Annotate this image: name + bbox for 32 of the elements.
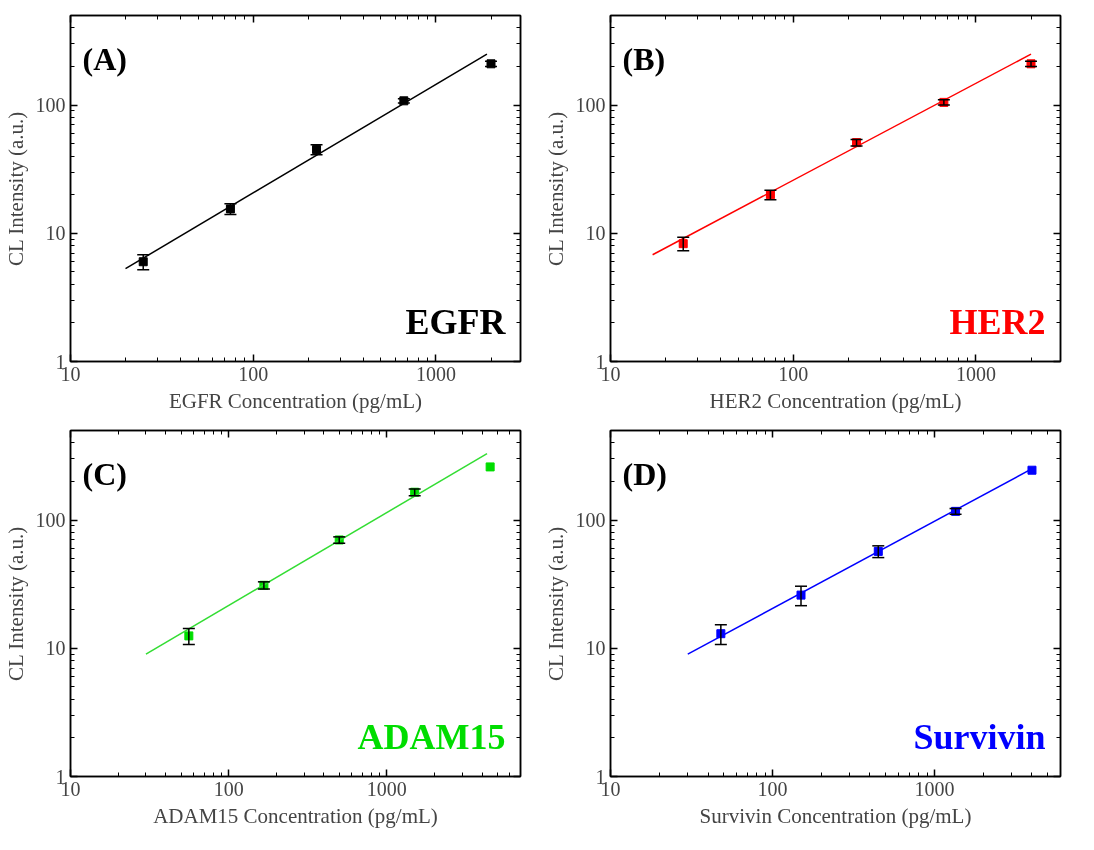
x-axis-title: ADAM15 Concentration (pg/mL) <box>153 803 438 828</box>
y-tick-label: 100 <box>35 94 66 117</box>
x-tick-label: 1000 <box>956 362 996 385</box>
annotation: ADAM15 <box>357 716 506 757</box>
y-tick-label: 10 <box>45 222 66 245</box>
annotation: (B) <box>622 40 666 77</box>
y-tick-label: 100 <box>575 94 606 117</box>
x-tick-label: 1000 <box>366 777 407 800</box>
y-tick-label: 100 <box>35 509 66 532</box>
y-tick-label: 10 <box>585 637 606 660</box>
x-tick-label: 100 <box>757 777 788 800</box>
y-tick-label: 10 <box>585 222 606 245</box>
x-tick-label: 100 <box>778 362 809 385</box>
x-axis-title: HER2 Concentration (pg/mL) <box>709 388 962 413</box>
y-tick-label: 100 <box>575 509 606 532</box>
y-axis-title: CL Intensity (a.u.) <box>3 111 28 267</box>
annotation: Survivin <box>913 716 1046 757</box>
annotation: HER2 <box>949 301 1046 342</box>
x-axis-title: Survivin Concentration (pg/mL) <box>699 803 972 828</box>
x-tick-label: 1000 <box>914 777 955 800</box>
y-axis-title: CL Intensity (a.u.) <box>543 526 568 682</box>
y-axis-title: CL Intensity (a.u.) <box>543 111 568 267</box>
x-axis-title: EGFR Concentration (pg/mL) <box>168 388 423 413</box>
annotation: EGFR <box>405 301 507 342</box>
annotation: (C) <box>82 455 127 492</box>
annotation: (D) <box>622 455 667 492</box>
x-tick-label: 100 <box>213 777 244 800</box>
x-tick-label: 100 <box>238 362 269 385</box>
annotation: (A) <box>82 40 127 77</box>
y-tick-label: 10 <box>45 637 66 660</box>
x-tick-label: 1000 <box>416 362 456 385</box>
y-axis-title: CL Intensity (a.u.) <box>3 526 28 682</box>
